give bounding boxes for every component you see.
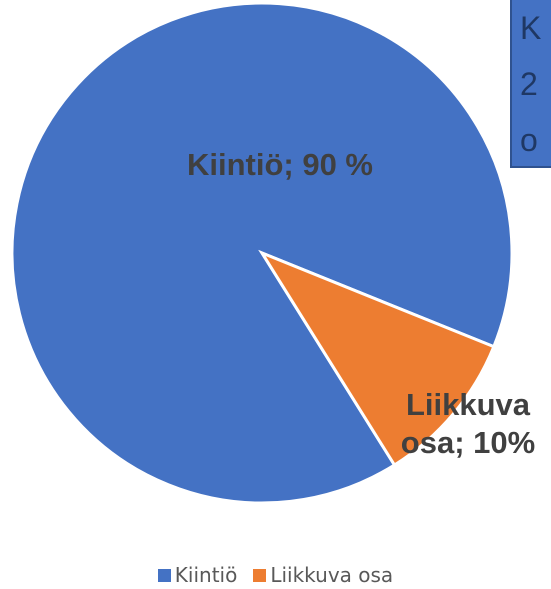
- data-label: Liikkuva osa; 10%: [400, 387, 536, 460]
- legend-item: Liikkuva osa: [253, 563, 393, 587]
- legend-swatch: [253, 569, 267, 582]
- legend-swatch: [157, 569, 171, 582]
- annotation-line: K: [520, 10, 542, 46]
- legend-item: Kiintiö: [157, 563, 238, 587]
- annotation-box: K 2 o: [510, 0, 551, 168]
- data-label: Kiintiö; 90 %: [186, 147, 373, 182]
- annotation-line: 2: [520, 66, 538, 102]
- legend-label: Liikkuva osa: [270, 563, 394, 587]
- pie-slice: [258, 249, 496, 468]
- legend-label: Kiintiö: [174, 563, 238, 587]
- legend: Kiintiö Liikkuva osa: [0, 563, 551, 587]
- annotation-line: o: [520, 122, 538, 158]
